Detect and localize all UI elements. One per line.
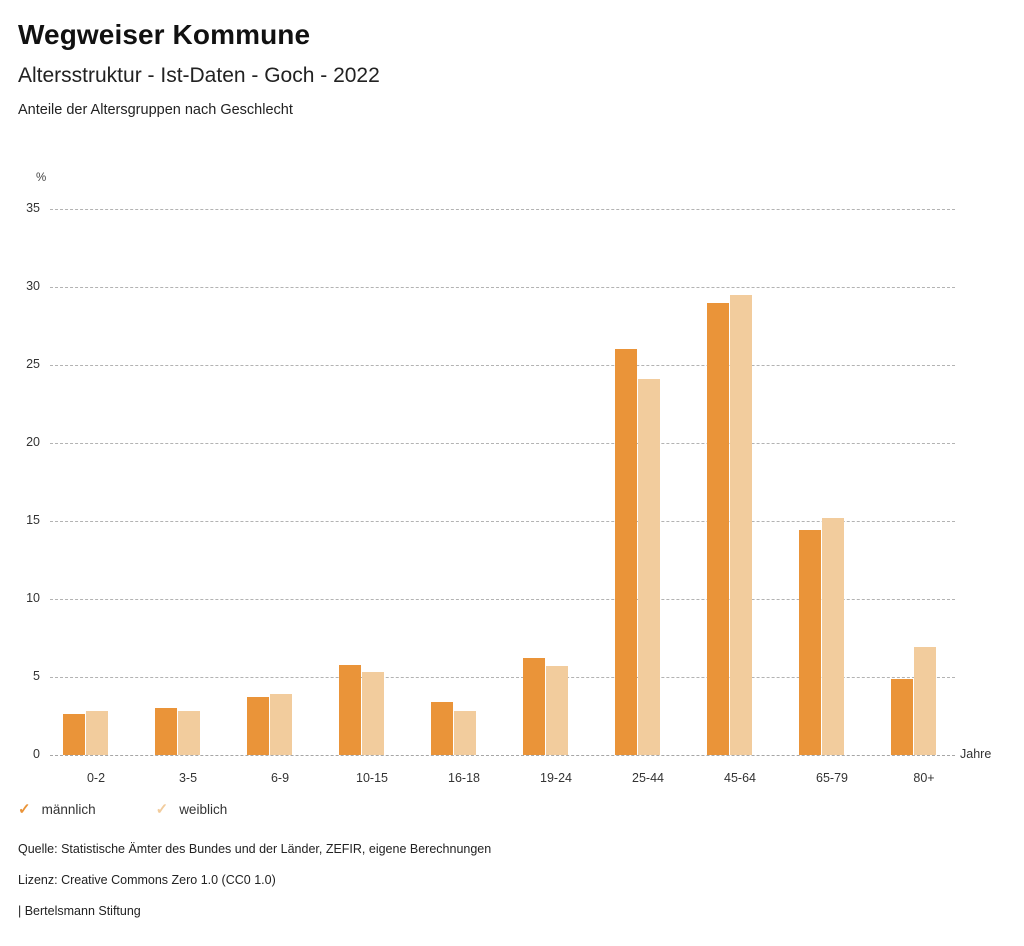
bar-weiblich[interactable] — [454, 711, 476, 755]
gridline — [50, 521, 955, 522]
bar-group — [694, 209, 786, 755]
x-axis-tick-label: 45-64 — [724, 771, 756, 785]
bar-weiblich[interactable] — [822, 517, 844, 755]
x-axis-tick-label: 65-79 — [816, 771, 848, 785]
gridline — [50, 365, 955, 366]
bar-group — [326, 209, 418, 755]
bar-maennlich[interactable] — [799, 530, 821, 755]
y-axis-tick-label: 0 — [33, 747, 40, 761]
chart-header: Wegweiser Kommune Altersstruktur - Ist-D… — [18, 0, 1024, 118]
bar-group — [878, 209, 970, 755]
bar-maennlich[interactable] — [523, 658, 545, 755]
bar-weiblich[interactable] — [546, 666, 568, 755]
bar-chart: % 0 5 10 15 20 25 30 35 0-2 3-5 6-9 10-15 16-18 19-2… — [26, 172, 992, 785]
bar-group — [510, 209, 602, 755]
legend-item-weiblich[interactable]: ✓ weiblich — [156, 802, 228, 817]
x-axis-tick-label: 16-18 — [448, 771, 480, 785]
gridline — [50, 287, 955, 288]
bar-weiblich[interactable] — [638, 379, 660, 755]
bar-maennlich[interactable] — [707, 302, 729, 755]
gridline — [50, 677, 955, 678]
gridline — [50, 755, 955, 756]
y-axis-unit: % — [36, 172, 47, 184]
bar-weiblich[interactable] — [730, 294, 752, 755]
check-icon: ✓ — [155, 801, 169, 818]
bar-maennlich[interactable] — [247, 697, 269, 755]
x-axis-tick-label: 25-44 — [632, 771, 664, 785]
plot-area: 0 5 10 15 20 25 30 35 0-2 3-5 6-9 10-15 16-18 19-24 2… — [26, 201, 955, 785]
bar-weiblich[interactable] — [178, 711, 200, 755]
x-axis-tick-label: 80+ — [913, 771, 935, 785]
x-axis-tick-label: 19-24 — [540, 771, 572, 785]
chart-footer: Quelle: Statistische Ämter des Bundes un… — [18, 843, 491, 918]
bar-group — [142, 209, 234, 755]
page-title: Wegweiser Kommune — [18, 19, 311, 50]
x-axis-tick-label: 10-15 — [356, 771, 388, 785]
x-axis-title: Jahre — [960, 747, 992, 761]
chart-legend: ✓ männlich ✓ weiblich — [18, 802, 287, 817]
footer-license: Lizenz: Creative Commons Zero 1.0 (CC0 1… — [18, 873, 276, 887]
bar-group — [50, 209, 142, 755]
y-axis-tick-label: 5 — [33, 669, 40, 683]
bar-groups — [50, 209, 955, 755]
legend-label: weiblich — [179, 802, 228, 817]
x-axis-tick-label: 3-5 — [178, 771, 198, 785]
legend-label: männlich — [41, 802, 96, 817]
bar-weiblich[interactable] — [914, 647, 936, 755]
gridline — [50, 443, 955, 444]
y-axis-tick-label: 20 — [26, 435, 40, 449]
y-axis-tick-label: 15 — [26, 513, 40, 527]
footer-source: Quelle: Statistische Ämter des Bundes un… — [18, 842, 492, 856]
bar-weiblich[interactable] — [362, 672, 384, 755]
gridline — [50, 599, 955, 600]
y-axis-tick-label: 30 — [26, 279, 40, 293]
bar-maennlich[interactable] — [891, 678, 913, 755]
chart-subtitle: Altersstruktur - Ist-Daten - Goch - 2022 — [18, 64, 380, 87]
x-axis-tick-label: 6-9 — [270, 771, 290, 785]
bar-maennlich[interactable] — [339, 664, 361, 755]
gridline — [50, 209, 955, 210]
bar-group — [786, 209, 878, 755]
bar-group — [234, 209, 326, 755]
x-axis-tick-label: 0-2 — [86, 771, 106, 785]
check-icon: ✓ — [18, 801, 31, 818]
bar-maennlich[interactable] — [155, 708, 177, 755]
chart-description: Anteile der Altersgruppen nach Geschlech… — [18, 102, 293, 118]
y-axis-tick-label: 35 — [26, 201, 40, 215]
bar-weiblich[interactable] — [270, 694, 292, 755]
bar-maennlich[interactable] — [615, 349, 637, 755]
y-axis-tick-label: 25 — [26, 357, 40, 371]
bar-maennlich[interactable] — [431, 701, 453, 755]
footer-publisher: | Bertelsmann Stiftung — [18, 904, 141, 918]
bar-group — [418, 209, 510, 755]
bar-weiblich[interactable] — [86, 711, 108, 755]
bar-group — [602, 209, 694, 755]
y-axis-tick-label: 10 — [26, 591, 40, 605]
bar-maennlich[interactable] — [63, 714, 85, 755]
legend-item-maennlich[interactable]: ✓ männlich — [18, 802, 96, 817]
